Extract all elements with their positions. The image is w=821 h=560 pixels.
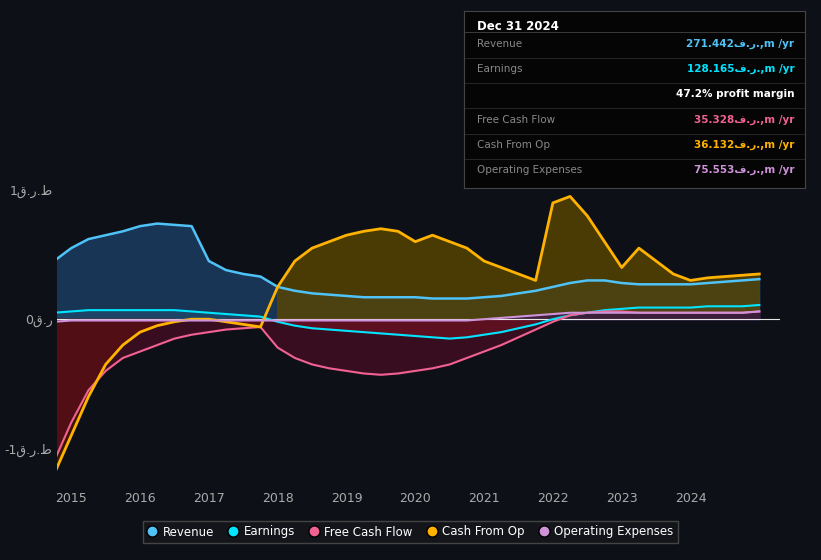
Text: Free Cash Flow: Free Cash Flow [478,115,556,124]
Text: Cash From Op: Cash From Op [478,140,551,150]
Text: 128.165ف.ر.,m /yr: 128.165ف.ر.,m /yr [686,64,795,74]
Text: 75.553ف.ر.,m /yr: 75.553ف.ر.,m /yr [694,165,795,175]
Legend: Revenue, Earnings, Free Cash Flow, Cash From Op, Operating Expenses: Revenue, Earnings, Free Cash Flow, Cash … [143,521,678,543]
Text: 36.132ف.ر.,m /yr: 36.132ف.ر.,m /yr [694,140,795,150]
Text: 47.2% profit margin: 47.2% profit margin [676,89,795,99]
Text: Dec 31 2024: Dec 31 2024 [478,20,559,33]
Text: Revenue: Revenue [478,39,523,49]
Text: 271.442ف.ر.,m /yr: 271.442ف.ر.,m /yr [686,39,795,49]
Text: Earnings: Earnings [478,64,523,74]
Text: 35.328ف.ر.,m /yr: 35.328ف.ر.,m /yr [694,114,795,125]
Text: Operating Expenses: Operating Expenses [478,165,583,175]
